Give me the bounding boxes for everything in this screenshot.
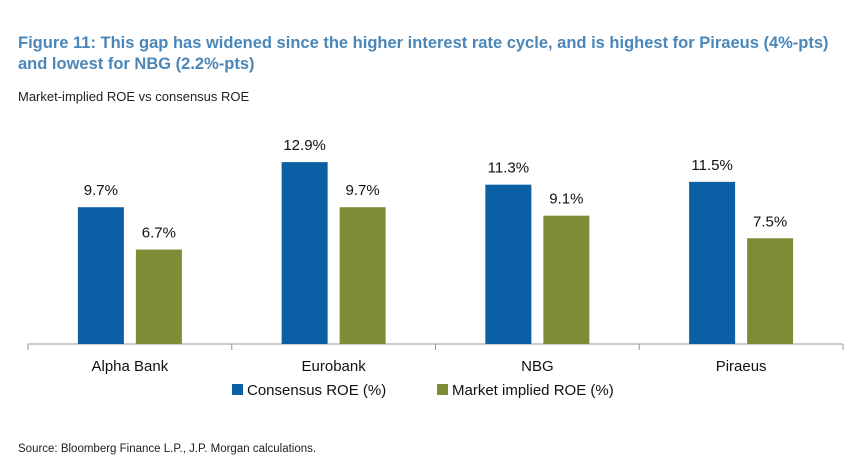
bar-piraeus-series-1 [689, 181, 736, 344]
legend-swatch-series-2 [437, 384, 448, 395]
chart-subtitle: Market-implied ROE vs consensus ROE [18, 89, 250, 104]
data-label: 7.5% [753, 213, 787, 230]
source-note: Source: Bloomberg Finance L.P., J.P. Mor… [18, 443, 317, 455]
x-tick-label: Piraeus [716, 358, 767, 375]
bar-eurobank-series-1 [281, 162, 328, 344]
legend-swatch-series-1 [232, 384, 243, 395]
x-tick-label: Eurobank [302, 358, 367, 375]
data-label: 9.7% [84, 182, 118, 199]
bar-eurobank-series-2 [339, 207, 386, 344]
bar-nbg-series-2 [543, 215, 590, 344]
data-label: 9.1% [549, 191, 583, 208]
data-label: 11.3% [488, 160, 529, 177]
bar-piraeus-series-2 [747, 238, 794, 344]
data-label: 6.7% [142, 225, 176, 242]
bar-nbg-series-1 [485, 184, 532, 344]
chart-title: Figure 11: This gap has widened since th… [18, 34, 829, 73]
data-label: 11.5% [691, 157, 732, 174]
bar-alpha-bank-series-2 [135, 249, 182, 344]
legend-label-series-1: Consensus ROE (%) [247, 382, 386, 399]
x-tick-label: Alpha Bank [92, 358, 169, 375]
legend-label-series-2: Market implied ROE (%) [452, 382, 614, 399]
bar-alpha-bank-series-1 [77, 207, 124, 344]
data-label: 9.7% [346, 182, 380, 199]
data-label: 12.9% [283, 137, 326, 154]
x-tick-label: NBG [521, 358, 554, 375]
